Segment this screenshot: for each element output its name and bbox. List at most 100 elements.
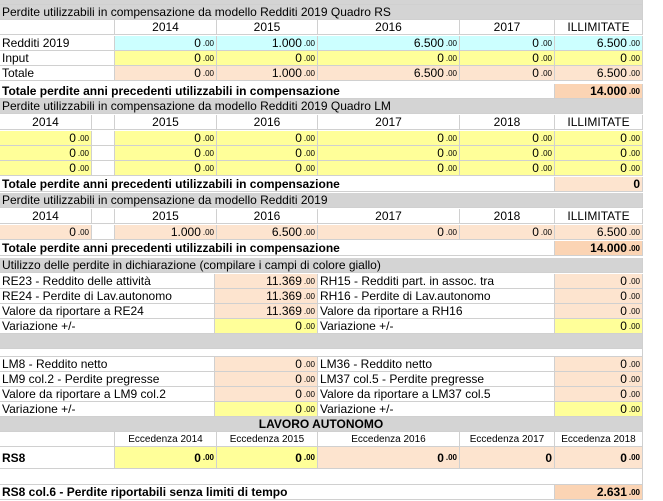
amount-cell: 0.00 [555, 387, 643, 402]
amount-cell: 11.369.00 [215, 304, 318, 319]
amount: 0 [437, 51, 444, 65]
amount: 0 [620, 304, 627, 318]
decimals: .00 [628, 488, 640, 497]
amount: 0 [295, 319, 302, 333]
amount-cell: 14.000.00 [555, 84, 643, 99]
amount: 0 [437, 131, 444, 145]
decimals: .00 [628, 307, 640, 316]
decimals: .00 [303, 69, 315, 78]
amount: 0 [295, 161, 302, 175]
decimals: .00 [445, 54, 457, 63]
amount: 0 [620, 402, 627, 416]
amount: 11.369 [266, 274, 302, 288]
row-label: LM37 col.5 - Perdite pregresse [318, 372, 555, 387]
amount: 0 [532, 36, 539, 50]
amount: 1.000 [271, 36, 302, 50]
amount: 6.500 [596, 225, 627, 239]
amount: 0 [194, 146, 201, 160]
row-label: RE24 - Perdite di Lav.autonomo [0, 289, 215, 304]
decimals: .00 [628, 149, 640, 158]
year-header: 2016 [217, 209, 318, 224]
amount: 0 [295, 357, 302, 371]
column-header: Eccedenza 2018 [555, 432, 643, 447]
decimals: .00 [445, 228, 457, 237]
amount-cell: 0.00 [115, 146, 217, 161]
amount: 0 [620, 387, 627, 401]
row-label: LM8 - Reddito netto [0, 357, 215, 372]
decimals: .00 [540, 69, 552, 78]
decimals: .00 [628, 244, 640, 253]
row-label: LM9 col.2 - Perdite pregresse [0, 372, 215, 387]
amount-cell: 0.00 [555, 146, 643, 161]
row-label: Variazione +/- [318, 319, 555, 334]
amount-cell: 0.00 [318, 51, 460, 66]
decimals: .00 [303, 307, 315, 316]
row-label: RE23 - Reddito delle attività [0, 274, 215, 289]
row-label: Totale [0, 66, 115, 81]
decimals: .00 [445, 453, 457, 462]
amount-cell: 0.00 [0, 225, 92, 240]
row-label: RH16 - Perdite di Lav.autonomo [318, 289, 555, 304]
amount-cell: 0.00 [217, 447, 318, 469]
decimals: .00 [628, 134, 640, 143]
amount: 0 [194, 66, 201, 80]
amount-cell: 0.00 [215, 319, 318, 334]
decimals: .00 [303, 322, 315, 331]
amount: 6.500 [596, 66, 627, 80]
amount: 0 [437, 146, 444, 160]
decimals: .00 [540, 39, 552, 48]
decimals: .00 [540, 149, 552, 158]
amount: 0 [295, 402, 302, 416]
amount: 0 [620, 51, 627, 65]
amount-cell: 0.00 [217, 146, 318, 161]
row-label: Variazione +/- [0, 319, 215, 334]
amount-cell: 0.00 [555, 319, 643, 334]
decimals: .00 [303, 164, 315, 173]
year-header: 2015 [115, 209, 217, 224]
decimals: .00 [628, 375, 640, 384]
section-title: Utilizzo delle perdite in dichiarazione … [0, 258, 643, 273]
amount-cell: 0.00 [115, 131, 217, 146]
cut-row [0, 0, 643, 5]
amount-cell: 0.00 [0, 146, 92, 161]
section-title: Perdite utilizzabili in compensazione da… [0, 193, 643, 208]
amount-cell: 0.00 [318, 447, 460, 469]
amount: 0 [620, 372, 627, 386]
amount-cell: 0.00 [555, 357, 643, 372]
decimals: .00 [445, 69, 457, 78]
year-header: 2016 [217, 115, 318, 130]
total-label: RS8 col.6 - Perdite riportabili senza li… [0, 485, 555, 500]
amount-cell: 0.00 [555, 447, 643, 469]
amount: 0 [194, 451, 201, 465]
decimals: .00 [303, 405, 315, 414]
decimals: .00 [303, 228, 315, 237]
amount-cell: 0.00 [115, 66, 217, 81]
amount: 0 [532, 161, 539, 175]
amount-cell: 0.00 [115, 51, 217, 66]
amount: 0 [532, 51, 539, 65]
decimals: .00 [77, 164, 89, 173]
decimals: .00 [202, 134, 214, 143]
blank [92, 225, 115, 240]
amount: 0 [295, 51, 302, 65]
blank [0, 20, 115, 35]
amount: 0 [532, 225, 539, 239]
amount-cell: 0.00 [555, 51, 643, 66]
decimals: .00 [303, 39, 315, 48]
blank [92, 209, 115, 224]
decimals: .00 [540, 228, 552, 237]
blank-row [0, 469, 643, 485]
amount-cell: 0.00 [215, 387, 318, 402]
amount: 0 [620, 289, 627, 303]
year-header: ILLIMITATE [555, 209, 643, 224]
decimals: .00 [303, 375, 315, 384]
amount: 6.500 [413, 36, 444, 50]
amount: 1.000 [170, 225, 201, 239]
amount-cell: 0 [555, 177, 643, 192]
year-header: 2014 [0, 209, 92, 224]
amount: 0 [194, 161, 201, 175]
column-header: Eccedenza 2016 [318, 432, 460, 447]
decimals: .00 [628, 277, 640, 286]
amount-cell: 0.00 [318, 161, 460, 176]
amount: 0 [437, 225, 444, 239]
